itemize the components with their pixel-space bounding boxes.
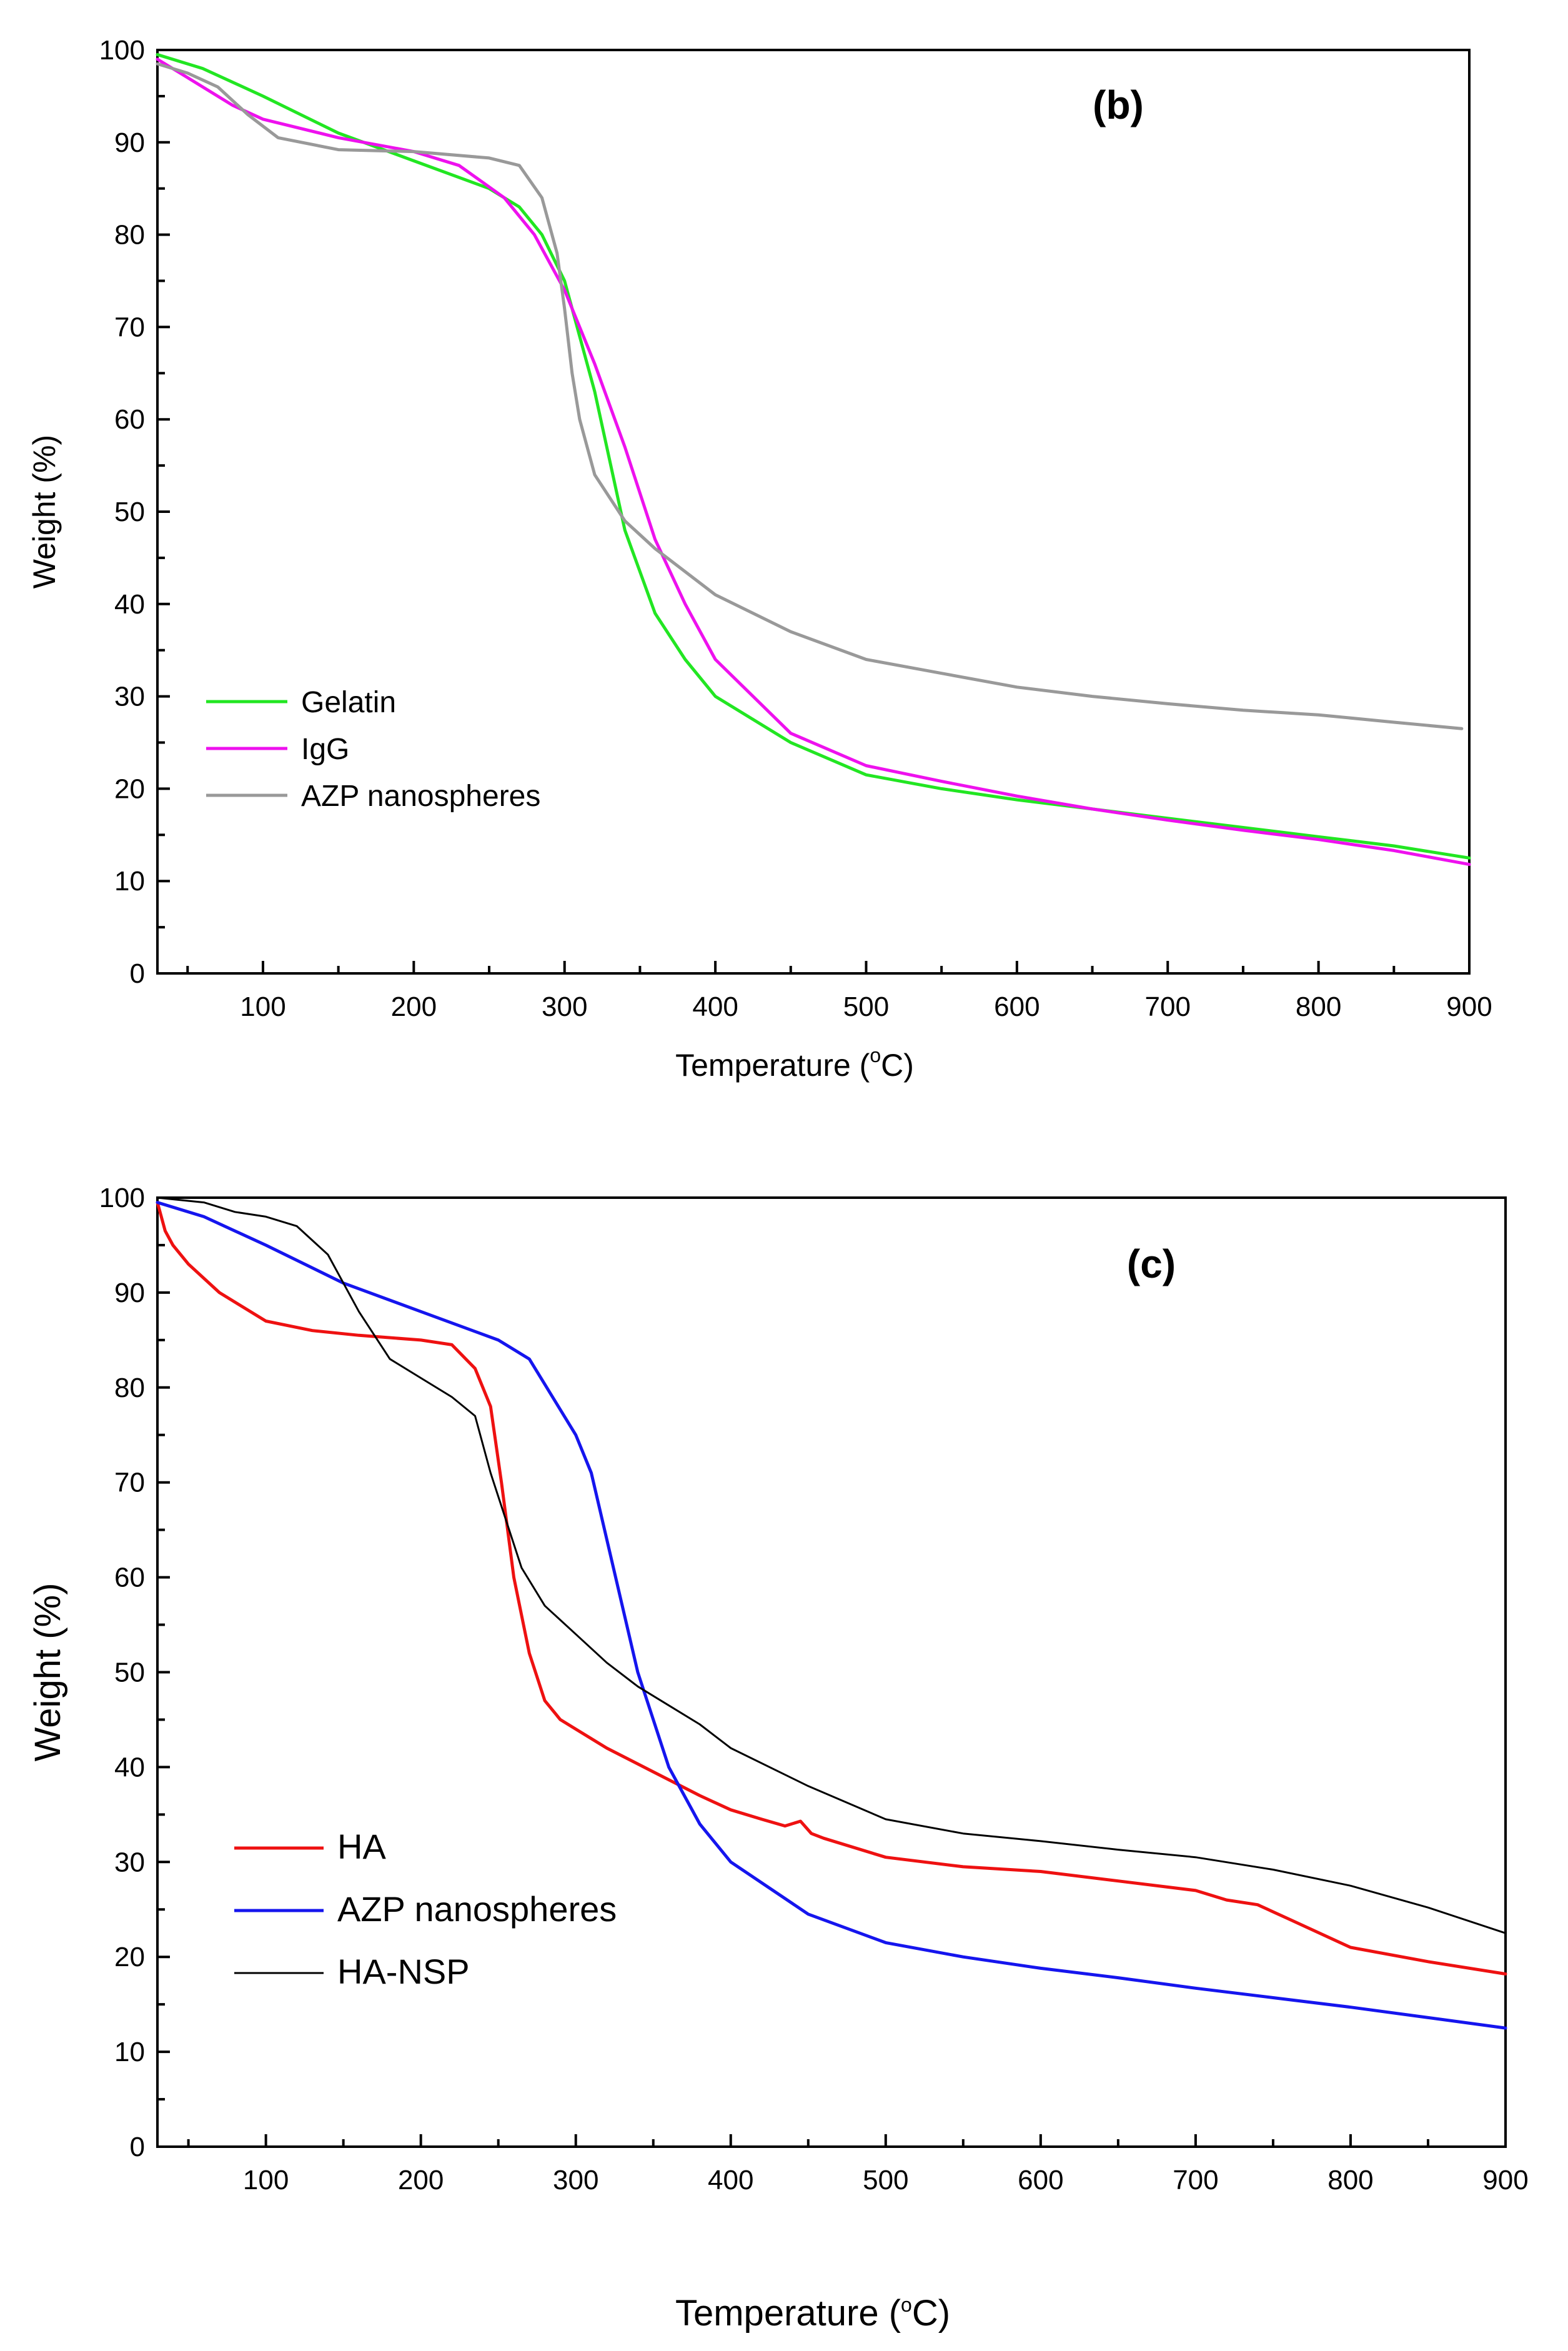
x-tick-label: 300	[542, 992, 587, 1022]
y-tick-label: 50	[114, 1658, 145, 1688]
series-line-azp-nanospheres	[156, 1201, 1507, 2030]
legend-label: AZP nanospheres	[337, 1889, 617, 1929]
series-line-azp-nanospheres	[156, 62, 1464, 730]
y-tick-label: 30	[114, 682, 145, 712]
x-tick-label: 800	[1296, 992, 1341, 1022]
y-tick-label: 90	[114, 1278, 145, 1308]
legend-label: IgG	[301, 733, 349, 766]
x-tick-label: 500	[843, 992, 889, 1022]
series-line-ha	[156, 1201, 1507, 1976]
x-tick-label: 200	[398, 2165, 444, 2195]
x-tick-label: 600	[994, 992, 1040, 1022]
y-tick-label: 70	[114, 312, 145, 342]
y-tick-label: 90	[114, 127, 145, 158]
series-line-gelatin	[156, 52, 1471, 860]
x-tick-label: 100	[243, 2165, 289, 2195]
x-axis-title-degree: o	[870, 1044, 881, 1066]
y-tick-label: 20	[114, 773, 145, 804]
y-tick-label: 40	[114, 1752, 145, 1782]
x-axis-title-prefix: Temperature (	[675, 2293, 901, 2334]
y-tick-label: 100	[99, 35, 145, 66]
y-tick-label: 10	[114, 866, 145, 897]
series-line-ha-nsp	[156, 1196, 1507, 1934]
x-axis-title-suffix: C)	[881, 1048, 914, 1083]
x-tick-label: 100	[240, 992, 285, 1022]
panel-label: (b)	[1093, 82, 1144, 127]
y-axis-title: Weight (%)	[27, 1583, 68, 1762]
y-tick-label: 80	[114, 220, 145, 251]
x-axis-title: Temperature (oC)	[675, 1044, 914, 1083]
y-tick-label: 30	[114, 1847, 145, 1877]
y-axis-title: Weight (%)	[27, 435, 62, 589]
y-tick-label: 100	[99, 1183, 145, 1213]
y-tick-label: 50	[114, 497, 145, 527]
legend-label: HA	[337, 1827, 386, 1866]
x-tick-label: 700	[1145, 992, 1191, 1022]
y-tick-label: 80	[114, 1373, 145, 1403]
plot-frame-c	[156, 1196, 1507, 2148]
x-tick-label: 600	[1018, 2165, 1063, 2195]
legend-label: AZP nanospheres	[301, 780, 540, 813]
y-tick-label: 10	[114, 2037, 145, 2067]
series-line-igg	[156, 57, 1471, 867]
x-axis-title-degree: o	[901, 2294, 912, 2316]
x-tick-label: 900	[1446, 992, 1492, 1022]
chart-panel-b: 100 200 300 400 500 600 700 800 900 0 10 20 30 40 50 60…	[27, 35, 1492, 1083]
x-tick-label: 400	[708, 2165, 753, 2195]
x-tick-label: 800	[1327, 2165, 1373, 2195]
y-tick-label: 70	[114, 1468, 145, 1498]
y-tick-label: 60	[114, 404, 145, 435]
x-tick-label: 700	[1173, 2165, 1218, 2195]
x-axis-title: Temperature (oC)	[675, 2293, 950, 2334]
x-axis-title-prefix: Temperature (	[675, 1048, 870, 1083]
chart-panel-c: 100 200 300 400 500 600 700 800 900 0 10 20 30 40 50 60…	[27, 1183, 1529, 2334]
x-axis-title-suffix: C)	[912, 2293, 950, 2334]
legend-label: HA-NSP	[337, 1952, 470, 1991]
x-tick-label: 900	[1482, 2165, 1528, 2195]
x-tick-label: 500	[863, 2165, 908, 2195]
y-tick-label: 20	[114, 1942, 145, 1972]
y-tick-label: 0	[130, 958, 145, 989]
x-tick-label: 300	[553, 2165, 598, 2195]
y-tick-label: 40	[114, 589, 145, 620]
panel-label: (c)	[1127, 1241, 1176, 1286]
legend-label: Gelatin	[301, 686, 396, 719]
y-tick-label: 0	[130, 2132, 145, 2162]
x-tick-label: 400	[692, 992, 738, 1022]
x-tick-label: 200	[391, 992, 437, 1022]
y-tick-label: 60	[114, 1563, 145, 1593]
